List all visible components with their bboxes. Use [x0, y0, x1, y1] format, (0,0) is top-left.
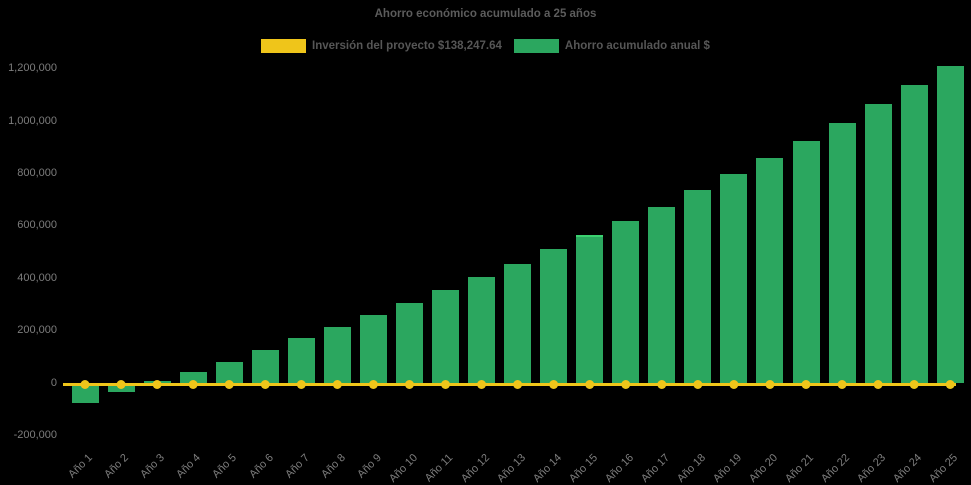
- bar-año-8[interactable]: [323, 326, 351, 383]
- x-axis-label: Año 4: [174, 451, 204, 481]
- bar-año-17[interactable]: [648, 206, 676, 383]
- bar-año-1[interactable]: [71, 383, 99, 403]
- x-axis-label: Año 5: [210, 451, 240, 481]
- x-axis-label: Año 21: [783, 451, 817, 485]
- chart-legend: Inversión del proyecto $138,247.64 Ahorr…: [0, 39, 971, 53]
- y-axis-label: 1,200,000: [8, 62, 57, 75]
- y-axis-label: -200,000: [13, 428, 57, 441]
- bar-año-20[interactable]: [756, 157, 784, 383]
- bar-año-6[interactable]: [251, 349, 279, 383]
- x-axis-label: Año 19: [711, 451, 745, 485]
- y-axis-label: 600,000: [17, 219, 57, 232]
- bar-año-22[interactable]: [828, 123, 856, 383]
- bar-año-21[interactable]: [792, 140, 820, 383]
- x-axis-label: Año 2: [102, 451, 132, 481]
- x-axis-label: Año 11: [423, 451, 456, 485]
- bar-año-10[interactable]: [395, 303, 423, 383]
- legend-item-savings[interactable]: Ahorro acumulado anual $: [513, 39, 710, 53]
- bar-año-4[interactable]: [179, 371, 207, 383]
- y-axis-label: 1,000,000: [8, 114, 57, 127]
- x-axis-label: Año 9: [354, 451, 384, 481]
- bar-año-15[interactable]: [576, 234, 604, 383]
- x-axis-label: Año 17: [638, 451, 673, 485]
- x-axis-label: Año 1: [66, 451, 96, 481]
- x-axis-label: Año 14: [530, 451, 564, 485]
- x-axis-label: Año 16: [602, 451, 636, 485]
- bar-año-11[interactable]: [432, 289, 459, 383]
- x-axis-label: Año 6: [246, 451, 276, 481]
- investment-legend-swatch: [261, 39, 307, 53]
- y-axis-label: 400,000: [17, 271, 57, 284]
- y-axis-label: 0: [50, 376, 57, 389]
- x-axis-label: Año 25: [927, 451, 961, 485]
- bar-año-19[interactable]: [720, 173, 748, 383]
- bar-año-18[interactable]: [684, 189, 712, 383]
- x-axis-label: Año 3: [138, 451, 168, 481]
- legend-item-investment[interactable]: Inversión del proyecto $138,247.64: [261, 39, 502, 53]
- bar-año-24[interactable]: [900, 85, 928, 383]
- x-axis-label: Año 24: [891, 451, 925, 485]
- x-axis-label: Año 15: [566, 451, 600, 485]
- x-axis-label: Año 18: [674, 451, 709, 485]
- x-axis-label: Año 12: [458, 451, 492, 485]
- bar-año-2[interactable]: [107, 383, 135, 392]
- y-axis-label: 200,000: [17, 324, 57, 337]
- x-axis-label: Año 20: [747, 451, 781, 485]
- bar-año-23[interactable]: [864, 103, 892, 383]
- x-axis-label: Año 8: [318, 451, 348, 481]
- bar-año-13[interactable]: [504, 264, 532, 383]
- x-axis-label: Año 22: [819, 451, 853, 485]
- x-axis-label: Año 13: [494, 451, 528, 485]
- bar-año-25[interactable]: [936, 65, 964, 383]
- bar-año-16[interactable]: [612, 221, 640, 383]
- x-axis-label: Año 7: [282, 451, 312, 481]
- x-axis-label: Año 23: [855, 451, 889, 485]
- bar-año-9[interactable]: [359, 314, 387, 383]
- bar-año-14[interactable]: [540, 249, 568, 383]
- bar-año-3[interactable]: [143, 381, 171, 383]
- chart-title: Ahorro económico acumulado a 25 años: [374, 8, 597, 20]
- x-axis-label: Año 10: [386, 451, 420, 485]
- y-axis-label: 800,000: [17, 166, 57, 179]
- savings-legend-swatch: [513, 39, 559, 53]
- investment-legend-label: Inversión del proyecto $138,247.64: [312, 40, 502, 52]
- bar-año-7[interactable]: [287, 338, 315, 383]
- bar-año-12[interactable]: [468, 276, 496, 383]
- bar-año-5[interactable]: [215, 362, 243, 383]
- savings-legend-label: Ahorro acumulado anual $: [564, 40, 710, 52]
